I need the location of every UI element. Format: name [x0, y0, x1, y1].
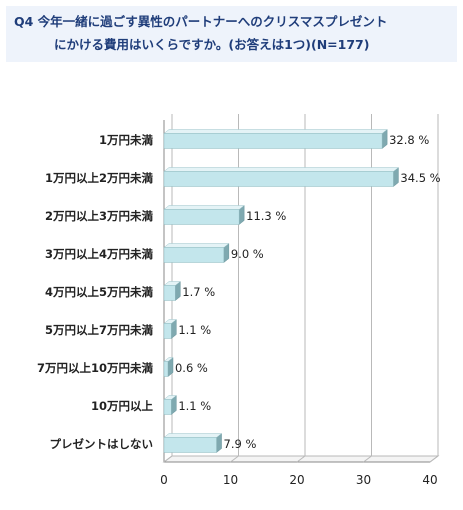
category-label: 1万円以上2万円未満	[45, 171, 154, 185]
bar	[163, 209, 240, 225]
gridline-floor	[296, 455, 306, 463]
value-label: 34.5 %	[400, 171, 440, 185]
bar	[163, 437, 217, 453]
x-tick-label: 10	[223, 473, 238, 487]
value-label: 32.8 %	[389, 133, 429, 147]
value-label: 7.9 %	[224, 437, 257, 451]
category-label: 10万円以上	[91, 399, 154, 413]
x-tick-label: 0	[160, 473, 168, 487]
bar	[163, 361, 169, 377]
bar	[163, 171, 394, 187]
category-label: 7万円以上10万円未満	[37, 361, 154, 375]
chart-title-line2: にかける費用はいくらですか。(お答えは1つ)(N=177)	[54, 37, 370, 52]
category-label: 5万円以上7万円未満	[45, 323, 154, 337]
bar-top	[163, 243, 230, 248]
bar	[163, 285, 176, 301]
bar-top	[163, 433, 223, 438]
value-label: 1.7 %	[182, 285, 215, 299]
gridline-floor	[163, 455, 173, 463]
x-tick-label: 20	[289, 473, 304, 487]
category-label: 3万円以上4万円未満	[45, 247, 154, 261]
value-label: 11.3 %	[246, 209, 286, 223]
category-label: 2万円以上3万円未満	[45, 209, 154, 223]
value-label: 9.0 %	[231, 247, 264, 261]
title-box: Q4 今年一緒に過ごす異性のパートナーへのクリスマスプレゼント にかける費用はい…	[6, 6, 457, 62]
category-label: プレゼントはしない	[50, 437, 154, 451]
x-tick-label: 30	[356, 473, 371, 487]
bar-top	[163, 129, 388, 134]
value-label: 0.6 %	[175, 361, 208, 375]
gridline-floor	[363, 455, 372, 463]
category-label: 4万円以上5万円未満	[45, 285, 154, 299]
value-label: 1.1 %	[178, 323, 211, 337]
bar	[163, 133, 383, 149]
bar-top	[163, 205, 245, 210]
category-label: 1万円未満	[99, 133, 154, 147]
x-tick-label: 40	[422, 473, 437, 487]
bar-top	[163, 167, 400, 172]
chart-title-line1: Q4 今年一緒に過ごす異性のパートナーへのクリスマスプレゼント	[14, 14, 388, 29]
value-label: 1.1 %	[178, 399, 211, 413]
gridline-floor	[230, 455, 239, 463]
gridline-floor	[429, 455, 439, 463]
bar	[163, 247, 225, 263]
bar	[163, 323, 172, 339]
bar	[163, 399, 172, 415]
